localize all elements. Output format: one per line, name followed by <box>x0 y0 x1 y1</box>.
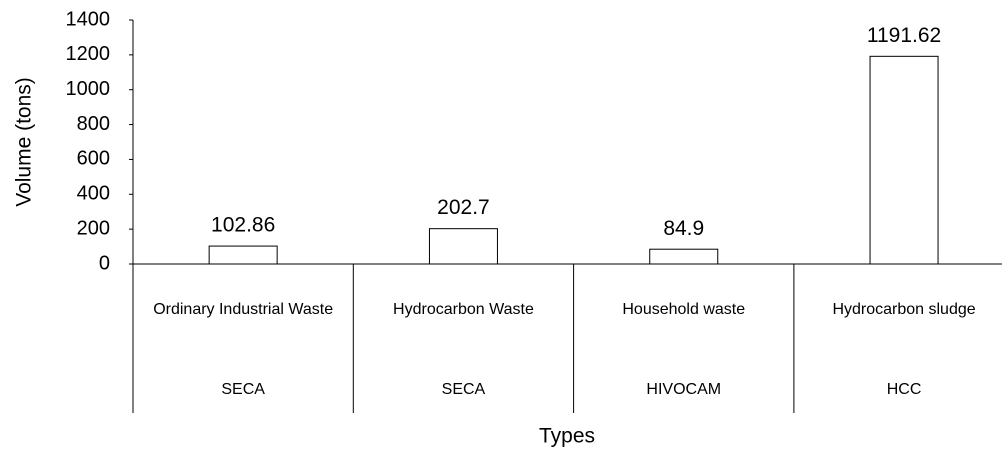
y-tick-label: 1400 <box>66 8 111 30</box>
y-tick-label: 800 <box>77 113 110 135</box>
bar <box>208 245 278 265</box>
bar <box>869 55 939 265</box>
bar <box>649 248 719 265</box>
y-axis-label: Volume (tons) <box>13 77 36 207</box>
x-tick-label: Ordinary Industrial Waste <box>153 301 333 318</box>
y-tick-label: 600 <box>77 148 110 170</box>
x-tick-label: Household waste <box>622 301 745 318</box>
data-label: 84.9 <box>663 217 704 240</box>
x-axis-label: Types <box>539 425 595 448</box>
data-label: 202.7 <box>437 196 490 219</box>
y-tick-label: 1000 <box>66 78 111 100</box>
group-label: HCC <box>887 381 922 398</box>
data-label: 1191.62 <box>867 24 941 47</box>
y-tick-label: 200 <box>77 217 110 239</box>
y-tick-label: 0 <box>99 252 110 274</box>
y-tick-label: 400 <box>77 183 110 205</box>
x-tick-label: Hydrocarbon sludge <box>832 301 975 318</box>
data-label: 102.86 <box>211 214 275 237</box>
bar <box>428 228 498 265</box>
group-label: HIVOCAM <box>646 381 721 398</box>
group-label: SECA <box>221 381 265 398</box>
x-tick-label: Hydrocarbon Waste <box>393 301 534 318</box>
group-label: SECA <box>442 381 486 398</box>
y-tick-label: 1200 <box>66 43 111 65</box>
